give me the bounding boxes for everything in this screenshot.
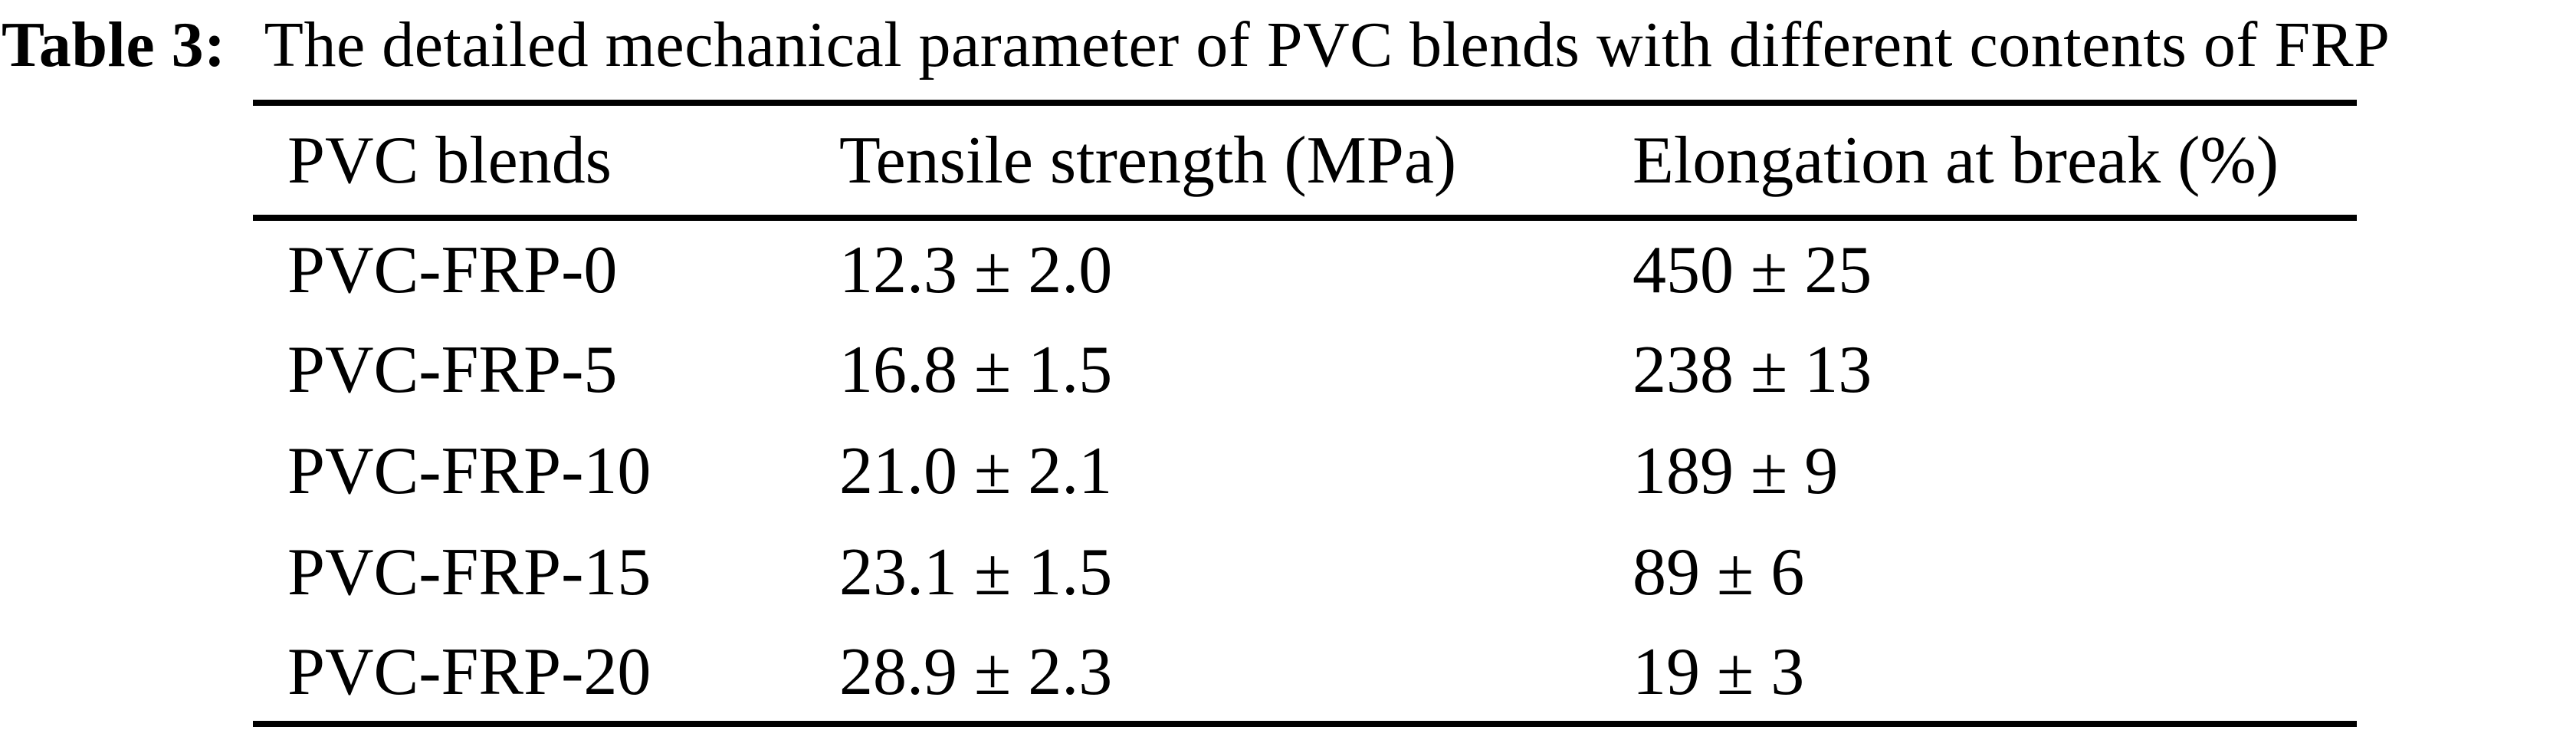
column-header-pvc-blends: PVC blends — [253, 103, 839, 221]
cell-tensile-strength: 12.3 ± 2.0 — [839, 232, 1113, 308]
cell-tensile-strength: 16.8 ± 1.5 — [839, 332, 1113, 407]
header-row: PVC blends Tensile strength (MPa) Elonga… — [253, 103, 2357, 221]
cell-elongation: 19 ± 3 — [1633, 634, 1805, 709]
table-row: PVC-FRP-0 12.3 ± 2.0 450 ± 25 — [253, 218, 2357, 319]
column-header-tensile-strength: Tensile strength (MPa) — [839, 103, 1633, 221]
cell-tensile-strength: 23.1 ± 1.5 — [839, 534, 1113, 610]
table-caption: Table 3: The detailed mechanical paramete… — [2, 0, 2390, 90]
table-row: PVC-FRP-10 21.0 ± 2.1 189 ± 9 — [253, 420, 2357, 521]
cell-blend: PVC-FRP-10 — [287, 433, 651, 508]
cell-blend: PVC-FRP-5 — [287, 332, 618, 407]
cell-tensile-strength: 28.9 ± 2.3 — [839, 634, 1113, 709]
mechanical-parameters-table: PVC blends Tensile strength (MPa) Elonga… — [253, 100, 2357, 727]
table-row: PVC-FRP-20 28.9 ± 2.3 19 ± 3 — [253, 623, 2357, 724]
cell-blend: PVC-FRP-0 — [287, 232, 618, 308]
cell-elongation: 89 ± 6 — [1633, 534, 1805, 610]
cell-tensile-strength: 21.0 ± 2.1 — [839, 433, 1113, 508]
table-row: PVC-FRP-15 23.1 ± 1.5 89 ± 6 — [253, 521, 2357, 623]
cell-elongation: 189 ± 9 — [1633, 433, 1839, 508]
cell-blend: PVC-FRP-20 — [287, 634, 651, 709]
table-caption-label: Table 3: — [2, 9, 226, 81]
table-caption-text: The detailed mechanical parameter of PVC… — [264, 9, 2391, 81]
table-body: PVC-FRP-0 12.3 ± 2.0 450 ± 25 PVC-FRP-5 … — [253, 218, 2357, 724]
cell-elongation: 238 ± 13 — [1633, 332, 1872, 407]
table-header: PVC blends Tensile strength (MPa) Elonga… — [253, 103, 2357, 221]
column-header-elongation-at-break: Elongation at break (%) — [1633, 103, 2357, 221]
cell-blend: PVC-FRP-15 — [287, 534, 651, 610]
table-row: PVC-FRP-5 16.8 ± 1.5 238 ± 13 — [253, 319, 2357, 420]
cell-elongation: 450 ± 25 — [1633, 232, 1872, 308]
